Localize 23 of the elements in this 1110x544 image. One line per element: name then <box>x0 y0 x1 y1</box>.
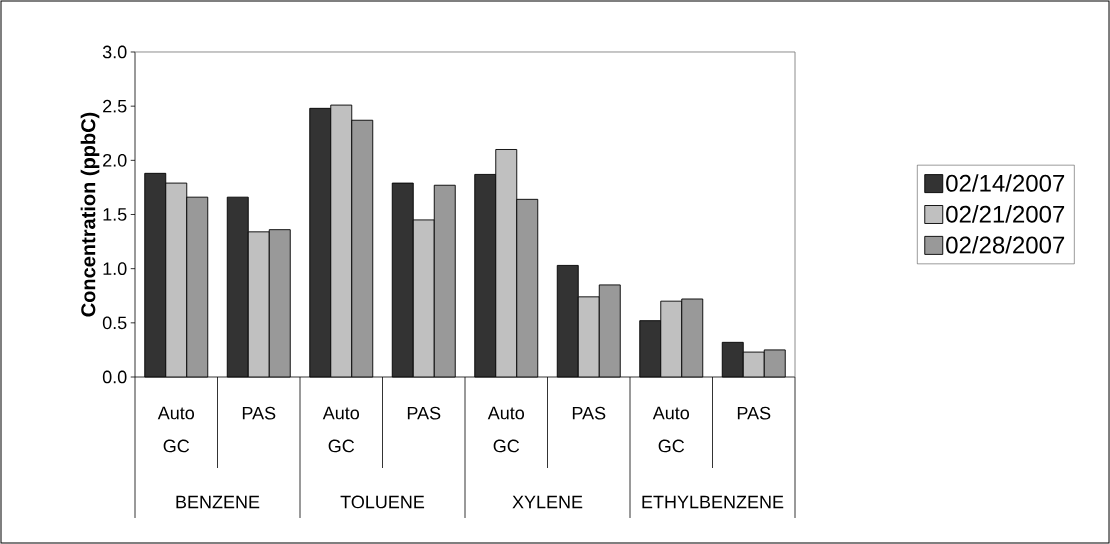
x-tick-label: Auto GC <box>652 406 690 453</box>
text: TOLUENE <box>340 495 425 509</box>
x-tick-label: Auto GC <box>157 406 195 453</box>
legend-label: 02/21/2007 <box>946 205 1065 223</box>
y-tick-label: 0.0 <box>102 370 127 384</box>
x-tick-label: PAS <box>407 406 441 420</box>
x-tick-label: Auto GC <box>322 406 360 453</box>
legend-label: 02/14/2007 <box>946 174 1065 192</box>
y-tick-label: 1.5 <box>103 208 127 221</box>
legend-label: 02/28/2007 <box>946 235 1065 254</box>
text: BENZENE <box>176 495 260 509</box>
text: ETHYLBENZENE <box>642 495 784 509</box>
x-tick-label: PAS <box>572 406 606 420</box>
x-tick-label: Auto GC <box>487 406 525 453</box>
y-tick-label: 3.0 <box>102 45 127 59</box>
y-tick-label: 0.5 <box>102 316 127 330</box>
x-tick-label: PAS <box>242 406 276 420</box>
y-tick-label: 2.5 <box>103 99 127 113</box>
y-tick-label: 2.0 <box>103 153 127 167</box>
text: XYLENE <box>512 495 583 509</box>
y-axis-title: Concentration (ppbC) <box>80 112 100 317</box>
y-tick-label: 1.0 <box>103 262 127 276</box>
x-tick-label: PAS <box>737 406 771 420</box>
